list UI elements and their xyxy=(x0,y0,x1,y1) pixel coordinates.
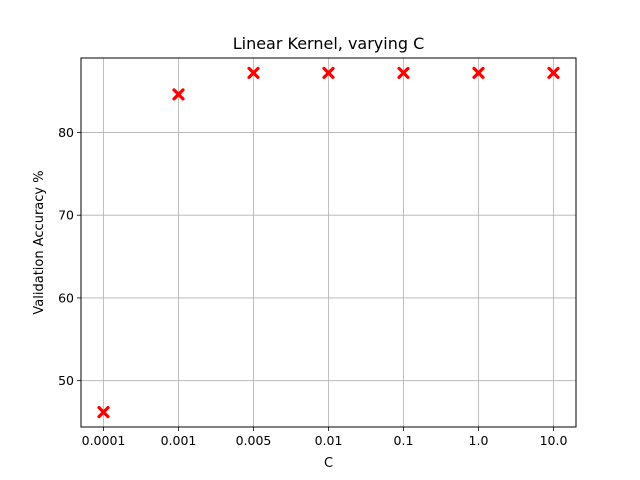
data-point xyxy=(322,66,335,79)
y-tick-label: 80 xyxy=(58,125,74,140)
x-tick-label: 0.1 xyxy=(394,433,414,448)
x-tick-label: 10.0 xyxy=(540,433,568,448)
x-tick-label: 0.001 xyxy=(161,433,197,448)
x-axis: 0.0001 0.001 0.005 0.01 0.1 1.0 10.0 xyxy=(82,427,568,448)
grid xyxy=(81,58,576,427)
y-axis-label: Validation Accuracy % xyxy=(32,170,47,314)
x-tick-label: 0.0001 xyxy=(82,433,126,448)
x-tick-label: 1.0 xyxy=(469,433,489,448)
data-points xyxy=(97,66,560,419)
y-axis: 50 60 70 80 xyxy=(58,125,81,388)
data-point xyxy=(472,66,485,79)
data-point xyxy=(97,406,110,419)
x-tick-label: 0.01 xyxy=(315,433,343,448)
x-axis-label: C xyxy=(324,456,333,471)
x-tick-label: 0.005 xyxy=(236,433,272,448)
y-tick-label: 60 xyxy=(58,290,74,305)
chart-title: Linear Kernel, varying C xyxy=(233,34,425,53)
data-point xyxy=(397,66,410,79)
data-point xyxy=(247,66,260,79)
data-point xyxy=(547,66,560,79)
y-tick-label: 50 xyxy=(58,373,74,388)
y-tick-label: 70 xyxy=(58,208,74,223)
data-point xyxy=(172,88,185,101)
